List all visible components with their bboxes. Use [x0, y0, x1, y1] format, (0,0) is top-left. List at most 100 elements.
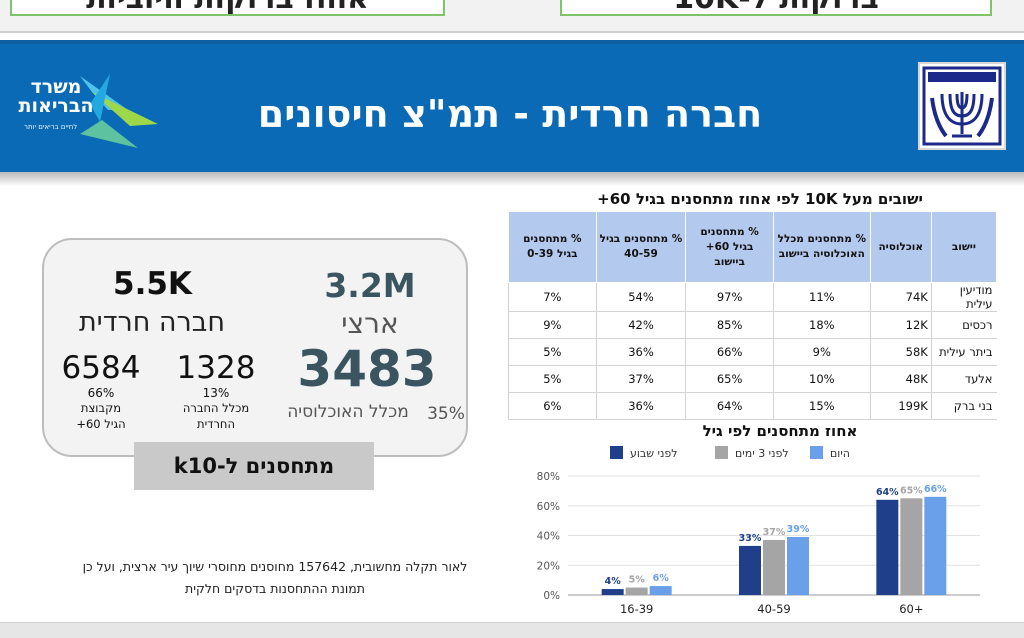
- bar: [763, 539, 785, 595]
- bar: [900, 498, 923, 595]
- bar-data-label: 4%: [605, 576, 622, 587]
- col-header-population: אוכלוסיה: [869, 211, 932, 283]
- bar-data-label: 66%: [924, 484, 947, 495]
- sub-stat-2-percent: 66%: [87, 386, 115, 400]
- state-emblem-icon: [918, 62, 1006, 150]
- cell-pct-40-59: 37%: [595, 365, 686, 393]
- towns-table: יישוב אוכלוסיה % מתחסנים מכלל האוכלוסיה …: [508, 211, 998, 420]
- ministry-slogan: לחיים בריאים יותר: [24, 123, 78, 131]
- bar: [649, 586, 672, 595]
- cell-pct-40-59: 54%: [595, 282, 686, 312]
- legend-swatch: [810, 446, 823, 459]
- towns-table-title: ישובים מעל 10K לפי אחוז מתחסנים בגיל 60+: [597, 190, 923, 208]
- sub-stat-2-caption-line1: מקבוצת: [80, 401, 122, 415]
- cell-pct-total: 9%: [772, 338, 871, 366]
- cell-population: 74K: [869, 282, 932, 312]
- y-tick-label: 20%: [537, 560, 560, 572]
- stats-card: [42, 238, 468, 457]
- bar: [739, 545, 761, 595]
- cell-pct-40-59: 36%: [595, 392, 686, 420]
- previous-slide-strip: אחוז ברוקות היוביות ברוקות ל-10K: [0, 0, 1024, 33]
- col-header-pct-40-59: % מתחסנים בגיל 40-59: [595, 211, 687, 283]
- legend-label: לפני 3 ימים: [735, 447, 789, 460]
- col-header-pct-0-39: % מתחסנים בגיל 0-39: [508, 211, 597, 283]
- main-vaccinated-number: 3483: [297, 340, 437, 398]
- main-caption: מכלל האוכלוסיה: [287, 402, 409, 422]
- y-tick-label: 40%: [537, 531, 560, 543]
- cell-pct-40-59: 36%: [595, 338, 686, 366]
- legend-swatch: [610, 446, 623, 459]
- cell-pct-total: 11%: [772, 282, 871, 312]
- ministry-star-icon: [80, 74, 158, 148]
- bar: [787, 536, 809, 595]
- bar: [601, 589, 624, 595]
- cell-pct-total: 10%: [772, 365, 871, 393]
- bar: [876, 499, 899, 595]
- k10-label-box: מתחסנים ל-k10: [134, 442, 374, 490]
- x-tick-label: 40-59: [757, 602, 790, 616]
- sub-stat-1-caption-line1: מכלל החברה: [182, 401, 250, 415]
- cell-population: 199K: [869, 392, 932, 420]
- table-row: אלעד 48K 10% 65% 37% 5%: [508, 365, 997, 393]
- x-tick-label: 60+: [899, 602, 923, 616]
- col-header-town: יישוב: [930, 211, 998, 283]
- y-tick-label: 80%: [537, 471, 560, 483]
- top-box-left: אחוז ברוקות היוביות: [10, 0, 445, 16]
- national-label: ארצי: [341, 307, 399, 340]
- y-tick-label: 60%: [537, 501, 560, 513]
- cell-pct-total: 15%: [772, 392, 871, 420]
- col-header-pct-total: % מתחסנים מכלל האוכלוסיה ביישוב: [772, 211, 871, 283]
- national-total: 3.2M: [324, 266, 416, 305]
- legend-label: לפני שבוע: [630, 447, 678, 460]
- data-note-line2: תמונת ההתחסנות בדסקים חלקית: [185, 581, 365, 596]
- cell-pct-60: 66%: [685, 338, 774, 366]
- cell-population: 48K: [869, 365, 932, 393]
- cell-pct-60: 64%: [685, 392, 774, 420]
- bar-data-label: 6%: [653, 573, 670, 584]
- bar-data-label: 64%: [876, 487, 899, 498]
- x-tick-label: 16-39: [620, 602, 653, 616]
- sub-stat-2-value: 6584: [61, 350, 141, 386]
- sub-stat-1-caption: מכלל החברה החרדית: [165, 400, 267, 432]
- haredi-label: חברה חרדית: [78, 307, 226, 338]
- bar-data-label: 5%: [629, 575, 646, 586]
- cell-pct-40-59: 42%: [595, 311, 686, 339]
- col-header-pct-60: % מתחסנים בגיל 60+ ביישוב: [685, 211, 774, 283]
- y-tick-label: 0%: [543, 590, 560, 602]
- sub-stat-1-caption-line2: החרדית: [197, 417, 235, 431]
- table-row: בני ברק 199K 15% 64% 36% 6%: [508, 392, 997, 420]
- haredi-total: 5.5K: [113, 266, 192, 302]
- bar-data-label: 37%: [763, 527, 786, 538]
- data-note-line1: לאור תקלה מחשובית, 157642 מחוסנים מחוסרי…: [82, 559, 468, 574]
- cell-town: מודיעין עילית: [930, 282, 997, 312]
- table-row: רכסים 12K 18% 85% 42% 9%: [508, 311, 997, 339]
- bar: [625, 587, 648, 595]
- sub-stat-1-percent: 13%: [202, 386, 230, 400]
- legend-label: היום: [830, 447, 850, 460]
- age-vaccination-chart: 0% 20% 40% 60% 80% לפני שבוע לפני 3 ימים היום 4%…: [537, 446, 980, 616]
- cell-pct-0-39: 5%: [508, 338, 597, 366]
- cell-town: בני ברק: [930, 392, 997, 420]
- cell-pct-60: 97%: [685, 282, 774, 312]
- legend-swatch: [715, 446, 728, 459]
- cell-pct-60: 65%: [685, 365, 774, 393]
- slide-header: משרד הבריאות לחיים בריאים יותר חברה חרדי…: [0, 40, 1024, 172]
- ministry-name: משרד הבריאות: [18, 76, 94, 117]
- bar: [924, 496, 947, 595]
- top-box-right: ברוקות ל-10K: [560, 0, 992, 16]
- age-chart-title: אחוז מתחסנים לפי גיל: [702, 422, 858, 440]
- sub-stat-2-caption-line2: הגיל 60+: [76, 417, 126, 431]
- cell-town: רכסים: [930, 311, 997, 339]
- header-shadow: [0, 172, 1024, 186]
- cell-pct-total: 18%: [772, 311, 871, 339]
- table-header-row: יישוב אוכלוסיה % מתחסנים מכלל האוכלוסיה …: [508, 211, 998, 283]
- sub-stat-2-caption: מקבוצת הגיל 60+: [50, 400, 152, 432]
- bar-data-label: 65%: [900, 485, 923, 496]
- bar-data-label: 39%: [787, 524, 810, 535]
- ministry-of-health-logo: משרד הבריאות לחיים בריאים יותר: [10, 64, 165, 159]
- cell-pct-0-39: 6%: [508, 392, 597, 420]
- cell-town: ביתר עילית: [930, 338, 997, 366]
- table-row: ביתר עילית 58K 9% 66% 36% 5%: [508, 338, 997, 366]
- cell-pct-0-39: 7%: [508, 282, 597, 312]
- main-percent: 35%: [427, 404, 465, 424]
